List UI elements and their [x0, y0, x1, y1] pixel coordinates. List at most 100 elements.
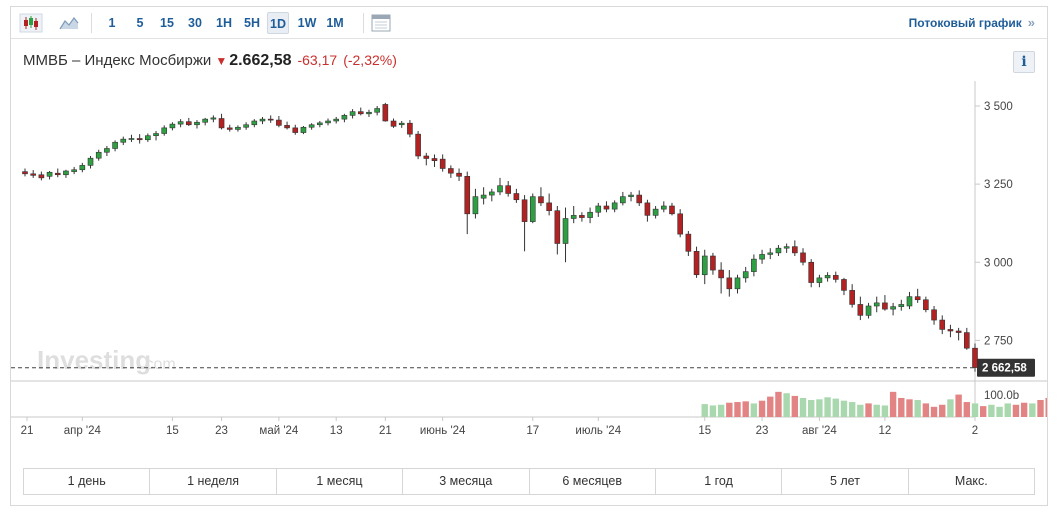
volume-bar: [750, 403, 758, 417]
candle-body: [464, 176, 471, 215]
candle-body: [808, 261, 815, 283]
candle-body: [317, 122, 323, 126]
x-tick-label: 2: [972, 425, 978, 437]
volume-bar: [889, 391, 897, 417]
chart-widget: 1 5 15 30 1H 5H 1D 1W 1M Потоковый график» ММВБ …: [10, 6, 1048, 506]
candle-body: [366, 111, 372, 115]
candle-body: [431, 158, 438, 161]
candle-body: [374, 108, 380, 113]
range-button-6[interactable]: 5 лет: [782, 469, 909, 494]
instrument-header: ММВБ – Индекс Мосбиржи ▼ 2.662,58 -63,17 (-2…: [23, 49, 397, 71]
candle-body: [30, 173, 36, 176]
info-button[interactable]: i: [1013, 51, 1035, 73]
x-tick-label: 21: [379, 425, 392, 437]
volume-bar: [988, 404, 995, 417]
x-tick-label: апр '24: [64, 425, 102, 437]
x-tick-label: июнь '24: [420, 425, 466, 437]
interval-5-button[interactable]: 5: [136, 16, 144, 30]
candle-body: [292, 127, 299, 133]
interval-1d-button[interactable]: 1D: [267, 12, 289, 34]
x-tick-label: 21: [21, 425, 34, 437]
candle-body: [538, 196, 544, 204]
candle-body: [890, 306, 896, 310]
volume-bar: [930, 406, 938, 417]
candle-body: [95, 151, 102, 159]
interval-1m-button[interactable]: 1M: [326, 16, 344, 30]
candle-body: [898, 304, 905, 307]
volume-bar: [1004, 403, 1011, 417]
candle-body: [136, 138, 143, 141]
volume-bar: [947, 399, 954, 417]
volume-bar: [775, 391, 782, 417]
volume-bar: [1029, 403, 1036, 417]
candle-body: [22, 171, 28, 175]
candle-body: [595, 205, 602, 213]
candle-body: [964, 332, 970, 349]
area-chart-icon[interactable]: [57, 12, 81, 34]
y-tick-label: 3 250: [984, 179, 1013, 191]
volume-bar: [726, 402, 733, 417]
volume-bar: [808, 400, 815, 417]
interval-5h-button[interactable]: 5H: [244, 16, 260, 30]
range-button-4[interactable]: 6 месяцев: [530, 469, 656, 494]
candle-body: [857, 304, 864, 316]
interval-30-button[interactable]: 30: [188, 16, 202, 30]
range-button-0[interactable]: 1 день: [24, 469, 151, 494]
y-tick-label: 3 500: [984, 101, 1013, 113]
stream-chart-label: Потоковый график: [908, 16, 1022, 30]
candle-body: [333, 118, 340, 122]
candle-body: [726, 277, 733, 290]
volume-bar: [783, 393, 790, 417]
candle-body: [38, 174, 45, 179]
candle-body: [423, 155, 430, 159]
range-button-1[interactable]: 1 неделя: [150, 469, 277, 494]
calendar-icon[interactable]: [369, 12, 393, 34]
range-button-3[interactable]: 3 месяца: [403, 469, 530, 494]
candle-body: [54, 172, 61, 176]
candle-body: [669, 205, 675, 215]
candlestick-chart[interactable]: Investing.com 3 500 3 250 3 000 2 750 2 662,5…: [11, 81, 1047, 443]
volume-bar: [914, 400, 921, 417]
candle-body: [46, 171, 53, 177]
candle-body: [865, 305, 872, 316]
stream-chart-link[interactable]: Потоковый график »: [909, 12, 1035, 34]
candle-body: [587, 211, 593, 218]
volume-bar: [857, 404, 864, 417]
candle-body: [235, 126, 241, 130]
candle-body: [693, 251, 700, 276]
candle-body: [71, 169, 77, 172]
candle-body: [259, 118, 266, 122]
candle-body: [145, 135, 151, 141]
interval-1w-button[interactable]: 1W: [297, 16, 317, 30]
candle-body: [783, 246, 790, 249]
candle-body: [718, 269, 724, 279]
range-button-5[interactable]: 1 год: [656, 469, 783, 494]
toolbar-divider: [363, 13, 364, 33]
range-button-7[interactable]: Макс.: [954, 474, 988, 488]
toolbar-divider: [91, 13, 92, 33]
x-tick-label: 17: [526, 425, 539, 437]
volume-bar: [898, 397, 905, 417]
volume-bar: [922, 403, 930, 417]
candlestick-icon[interactable]: [19, 12, 43, 34]
interval-1h-button[interactable]: 1H: [216, 16, 232, 30]
candle-body: [128, 138, 135, 140]
interval-1-button[interactable]: 1: [108, 16, 116, 30]
candle-body: [554, 210, 561, 244]
candle-body: [824, 275, 831, 279]
candle-body: [112, 141, 118, 149]
interval-15-button[interactable]: 15: [160, 16, 174, 30]
candle-body: [603, 205, 610, 210]
volume-bar: [848, 402, 856, 417]
candle-body: [546, 202, 552, 211]
range-button-2[interactable]: 1 месяц: [277, 469, 404, 494]
candle-body: [415, 133, 421, 157]
candle-body: [341, 115, 348, 120]
candle-body: [456, 172, 462, 177]
volume-scale-label: 100.0b: [984, 390, 1019, 402]
candle-body: [636, 194, 643, 204]
candle-body: [906, 296, 913, 307]
investing-watermark-suffix: .com: [141, 356, 176, 373]
candle-body: [251, 120, 258, 126]
candle-body: [439, 158, 446, 169]
